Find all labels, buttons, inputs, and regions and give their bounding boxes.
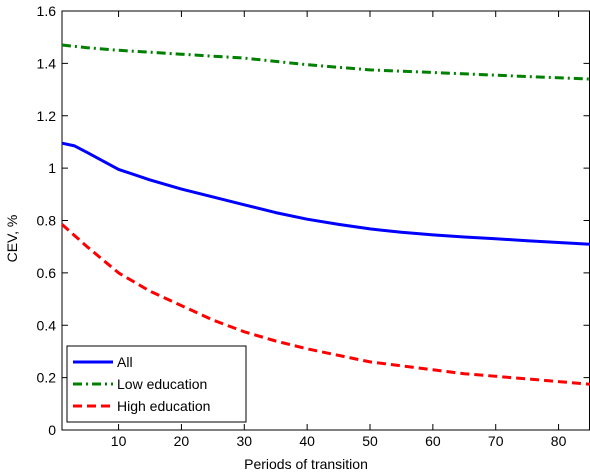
x-tick-label: 80 [551,433,567,449]
legend: All Low education High education [66,345,247,423]
y-axis-title: CEV, % [4,215,20,263]
y-tick-label: 0.8 [37,213,57,229]
x-tick-label: 40 [299,433,315,449]
x-axis-title: Periods of transition [244,456,368,472]
x-tick-label: 50 [362,433,378,449]
y-tick-label: 0.4 [37,317,57,333]
x-tick-label: 10 [111,433,127,449]
x-tick-label: 70 [488,433,504,449]
x-tick-label: 60 [425,433,441,449]
x-tick-label: 30 [236,433,252,449]
legend-label: Low education [117,376,207,392]
y-tick-label: 0 [48,422,56,438]
series-layer [61,43,590,386]
y-tick-label: 0.6 [37,265,57,281]
x-tick-label: 20 [174,433,190,449]
y-tick-label: 0.2 [37,370,57,386]
legend-label: High education [117,398,210,414]
y-tick-label: 1.4 [37,55,57,71]
series-line-0 [61,141,590,246]
series-line-2 [61,223,590,386]
series-line-1 [61,43,590,81]
y-tick-label: 1 [48,160,56,176]
y-tick-label: 1.2 [37,108,57,124]
axis-ticks: 10 20 30 40 50 60 70 80 0 0.2 0.4 0.6 0.8 1 1.2 1.4 1.6 [37,3,590,449]
legend-label: All [117,354,133,370]
y-tick-label: 1.6 [37,3,57,19]
